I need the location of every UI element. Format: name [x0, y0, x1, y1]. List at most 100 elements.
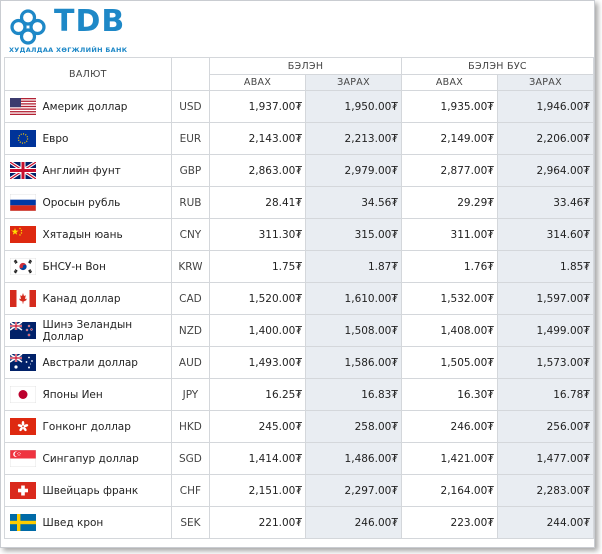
noncash-buy-rate: 1,505.00₮ — [401, 346, 498, 379]
noncash-sell-rate: 1,573.00₮ — [496, 346, 595, 379]
currency-code: KRW — [170, 250, 211, 283]
sg-flag-icon — [9, 450, 36, 467]
cash-sell-header: ЗАРАХ — [305, 74, 402, 91]
currency-name: Швед крон — [40, 506, 172, 539]
currency-code: CNY — [170, 218, 211, 251]
rate-row-eur: Евро EUR 2,143.00₮ 2,213.00₮ 2,149.00₮ 2,206.… — [4, 122, 595, 155]
cash-sell-rate: 1.87₮ — [305, 250, 402, 283]
flag-cell — [4, 442, 41, 475]
cash-buy-rate: 1.75₮ — [209, 250, 307, 283]
cash-sell-rate: 2,213.00₮ — [305, 122, 402, 155]
cash-sell-rate: 16.83₮ — [305, 378, 402, 411]
currency-code: NZD — [170, 314, 211, 347]
cash-sell-rate: 1,950.00₮ — [305, 90, 402, 123]
noncash-sell-rate: 1.85₮ — [496, 250, 595, 283]
flag-cell — [4, 506, 41, 539]
flag-cell — [4, 218, 41, 251]
brand-name: TDB — [54, 4, 126, 39]
noncash-sell-rate: 244.00₮ — [496, 506, 595, 539]
noncash-sell-rate: 1,597.00₮ — [496, 282, 595, 315]
currency-name: Английн фунт — [40, 154, 172, 187]
noncash-buy-header: АВАХ — [401, 74, 498, 91]
currency-code: GBP — [170, 154, 211, 187]
ca-flag-icon — [9, 290, 36, 307]
noncash-buy-rate: 16.30₮ — [401, 378, 498, 411]
rate-row-sgd: Сингапур доллар SGD 1,414.00₮ 1,486.00₮ 1,42… — [4, 442, 595, 475]
cash-sell-rate: 2,297.00₮ — [305, 474, 402, 507]
rate-row-chf: Швейцарь франк CHF 2,151.00₮ 2,297.00₮ 2,164… — [4, 474, 595, 507]
noncash-sell-rate: 1,499.00₮ — [496, 314, 595, 347]
cash-buy-rate: 2,863.00₮ — [209, 154, 307, 187]
ch-flag-icon — [9, 482, 36, 499]
noncash-sell-rate: 2,206.00₮ — [496, 122, 595, 155]
currency-code: SGD — [170, 442, 211, 475]
currency-code: CAD — [170, 282, 211, 315]
flag-cell — [4, 186, 41, 219]
flag-cell — [4, 378, 41, 411]
cash-sell-rate: 2,979.00₮ — [305, 154, 402, 187]
rate-row-gbp: Английн фунт GBP 2,863.00₮ 2,979.00₮ 2,877.0… — [4, 154, 595, 187]
noncash-buy-rate: 1,421.00₮ — [401, 442, 498, 475]
currency-name: Америк доллар — [40, 90, 172, 123]
noncash-sell-rate: 256.00₮ — [496, 410, 595, 443]
currency-name: Канад доллар — [40, 282, 172, 315]
flag-cell — [4, 474, 41, 507]
cash-buy-rate: 2,143.00₮ — [209, 122, 307, 155]
flag-cell — [4, 314, 41, 347]
noncash-buy-rate: 29.29₮ — [401, 186, 498, 219]
rate-row-nzd: Шинэ Зеландын Доллар NZD 1,400.00₮ 1,508.00… — [4, 314, 595, 347]
eu-flag-icon — [9, 130, 36, 147]
cash-sell-rate: 1,610.00₮ — [305, 282, 402, 315]
cash-buy-rate: 16.25₮ — [209, 378, 307, 411]
noncash-sell-rate: 33.46₮ — [496, 186, 595, 219]
cash-sell-rate: 34.56₮ — [305, 186, 402, 219]
flag-cell — [4, 250, 41, 283]
noncash-buy-rate: 2,149.00₮ — [401, 122, 498, 155]
rate-row-hkd: Гонконг доллар HKD 245.00₮ 258.00₮ 246.00₮ 25… — [4, 410, 595, 443]
noncash-buy-rate: 2,164.00₮ — [401, 474, 498, 507]
cash-sell-rate: 246.00₮ — [305, 506, 402, 539]
cash-buy-rate: 1,414.00₮ — [209, 442, 307, 475]
currency-column-header: ВАЛЮТ — [4, 57, 172, 91]
cash-sell-rate: 315.00₮ — [305, 218, 402, 251]
noncash-sell-rate: 2,964.00₮ — [496, 154, 595, 187]
noncash-group-header: БЭЛЭН БУС — [401, 57, 594, 75]
kr-flag-icon — [9, 258, 36, 275]
cash-buy-rate: 221.00₮ — [209, 506, 307, 539]
currency-name: Гонконг доллар — [40, 410, 172, 443]
noncash-buy-rate: 1.76₮ — [401, 250, 498, 283]
cash-buy-rate: 1,493.00₮ — [209, 346, 307, 379]
cash-sell-rate: 1,486.00₮ — [305, 442, 402, 475]
noncash-buy-rate: 246.00₮ — [401, 410, 498, 443]
currency-name: Шинэ Зеландын Доллар — [40, 314, 172, 347]
currency-name: Швейцарь франк — [40, 474, 172, 507]
noncash-sell-rate: 1,477.00₮ — [496, 442, 595, 475]
currency-code: RUB — [170, 186, 211, 219]
currency-name: БНСУ-н Вон — [40, 250, 172, 283]
cash-buy-rate: 1,937.00₮ — [209, 90, 307, 123]
flag-cell — [4, 410, 41, 443]
cash-buy-rate: 245.00₮ — [209, 410, 307, 443]
noncash-buy-rate: 311.00₮ — [401, 218, 498, 251]
cash-sell-rate: 1,586.00₮ — [305, 346, 402, 379]
currency-code: AUD — [170, 346, 211, 379]
cash-buy-rate: 1,400.00₮ — [209, 314, 307, 347]
flag-cell — [4, 346, 41, 379]
flag-cell — [4, 122, 41, 155]
ru-flag-icon — [9, 194, 36, 211]
rate-row-cny: Хятадын юань CNY 311.30₮ 315.00₮ 311.00₮ 314.… — [4, 218, 595, 251]
noncash-sell-header: ЗАРАХ — [496, 74, 595, 91]
noncash-sell-rate: 2,283.00₮ — [496, 474, 595, 507]
cn-flag-icon — [9, 226, 36, 243]
noncash-buy-rate: 1,935.00₮ — [401, 90, 498, 123]
currency-name: Хятадын юань — [40, 218, 172, 251]
noncash-sell-rate: 314.60₮ — [496, 218, 595, 251]
cash-group-header: БЭЛЭН — [209, 57, 402, 75]
currency-code: EUR — [170, 122, 211, 155]
cash-buy-rate: 2,151.00₮ — [209, 474, 307, 507]
currency-name: Евро — [40, 122, 172, 155]
rate-row-rub: Оросын рубль RUB 28.41₮ 34.56₮ 29.29₮ 33.46₮ — [4, 186, 595, 219]
cash-buy-rate: 311.30₮ — [209, 218, 307, 251]
tdb-logo[interactable]: TDB ХУДАЛДАА ХӨГЖЛИЙН БАНК — [9, 4, 149, 54]
rate-row-krw: БНСУ-н Вон KRW 1.75₮ 1.87₮ 1.76₮ 1.85₮ — [4, 250, 595, 283]
